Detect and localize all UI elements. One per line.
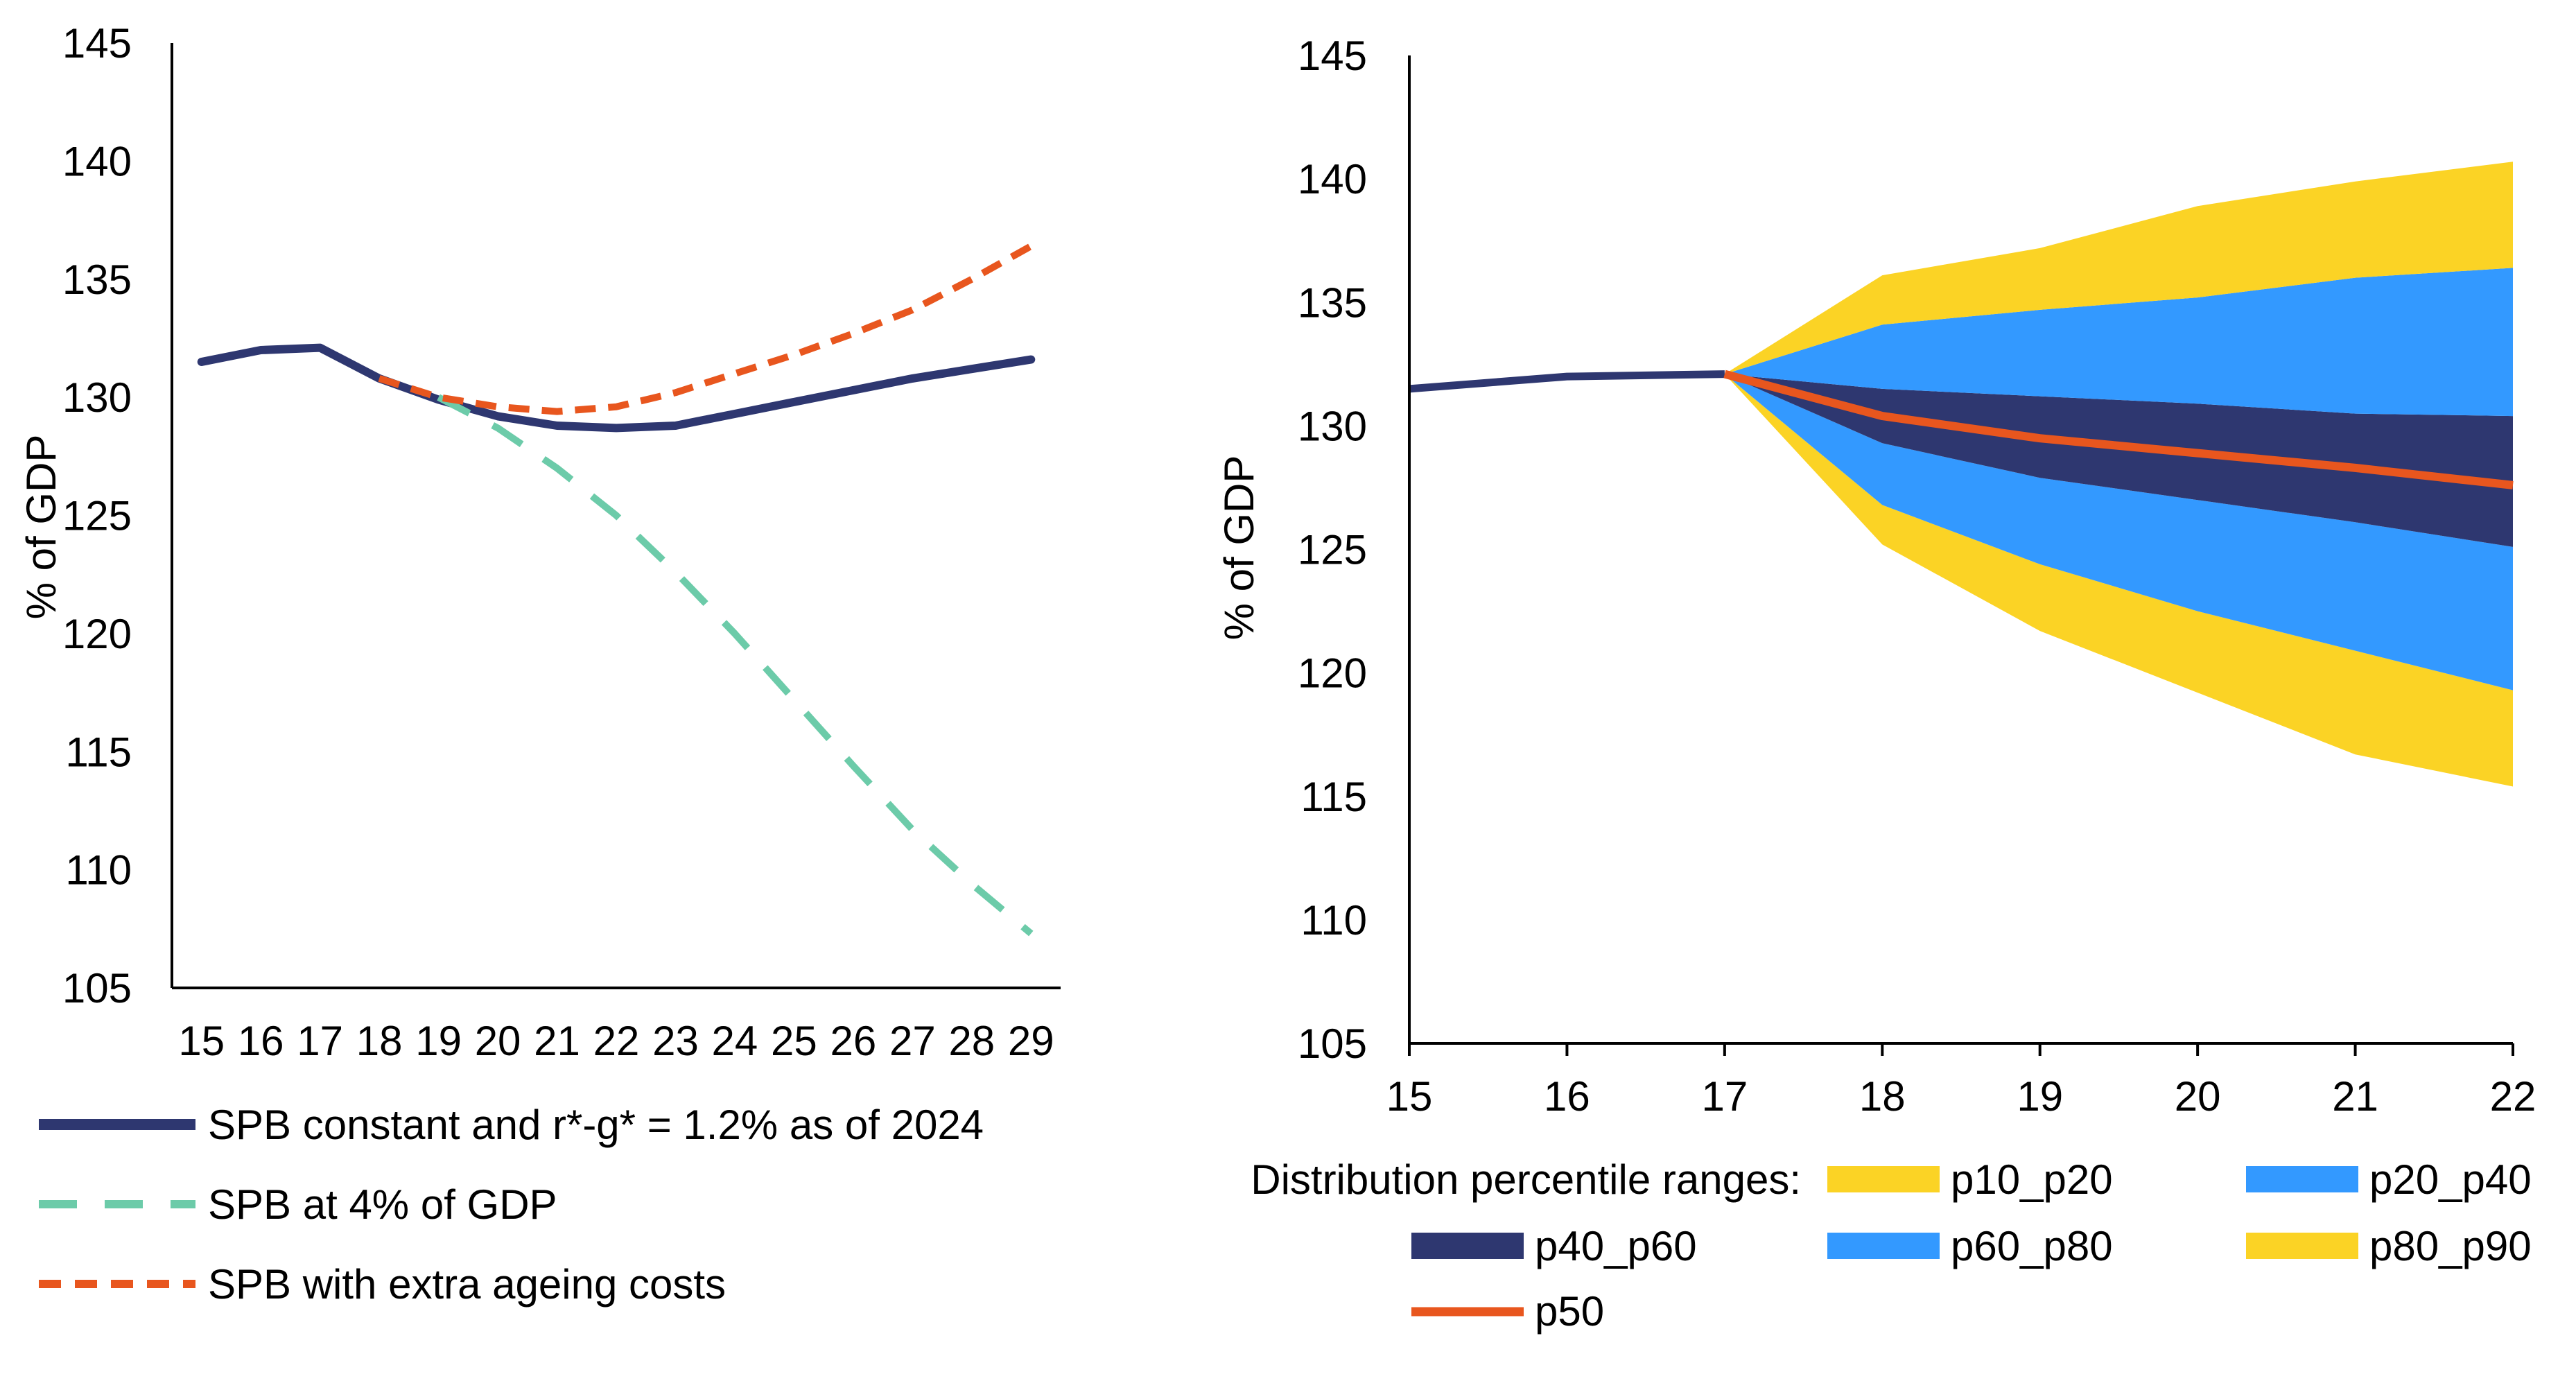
legend-label: p20_p40 — [2369, 1156, 2532, 1203]
right-y-tick-label: 145 — [1298, 33, 1367, 79]
right-y-ticks: 105 110 115 120 125 130 135 140 145 — [1298, 33, 1367, 1067]
left-x-tick-label: 19 — [415, 1018, 462, 1064]
series-line-navy — [197, 343, 1036, 433]
series-line-teal — [437, 394, 1034, 937]
right-y-tick-label: 120 — [1298, 650, 1367, 697]
legend-label: p60_p80 — [1951, 1223, 2113, 1269]
right-series-lines — [1409, 370, 2514, 489]
right-chart: 105 110 115 120 125 130 135 140 145 15 16 17 18 19 20… — [1216, 33, 2536, 1335]
legend-label: p40_p60 — [1535, 1223, 1697, 1269]
left-x-tick-label: 29 — [1008, 1018, 1054, 1064]
left-x-tick-label: 16 — [238, 1018, 284, 1064]
left-y-tick-label: 145 — [62, 20, 132, 67]
left-x-tick-label: 17 — [297, 1018, 343, 1064]
left-y-tick-label: 125 — [62, 493, 132, 539]
left-y-ticks: 105 110 115 120 125 130 135 140 145 — [62, 20, 132, 1011]
right-x-tick-label: 17 — [1701, 1073, 1748, 1120]
legend-swatch-p80_p90 — [2246, 1233, 2358, 1259]
left-y-tick-label: 120 — [62, 611, 132, 657]
left-x-tick-label: 18 — [356, 1018, 403, 1064]
legend-label: SPB with extra ageing costs — [208, 1261, 726, 1308]
right-x-tick-label: 20 — [2175, 1073, 2221, 1120]
band-p10_p20 — [1724, 374, 2513, 787]
left-legend: SPB constant and r*-g* = 1.2% as of 2024… — [39, 1102, 984, 1308]
right-x-tick-label: 15 — [1386, 1073, 1433, 1120]
left-y-axis-label: % of GDP — [18, 435, 64, 620]
right-x-tick-label: 18 — [1859, 1073, 1906, 1120]
right-y-tick-label: 135 — [1298, 279, 1367, 326]
left-x-tick-label: 27 — [889, 1018, 936, 1064]
right-x-tick-label: 19 — [2017, 1073, 2063, 1120]
band-p60_p80 — [1724, 268, 2513, 417]
right-x-ticks: 15 16 17 18 19 20 21 22 — [1386, 1043, 2536, 1120]
right-y-tick-label: 105 — [1298, 1020, 1367, 1067]
left-y-tick-label: 140 — [62, 138, 132, 184]
legend-label: p10_p20 — [1951, 1156, 2113, 1203]
right-y-tick-label: 115 — [1300, 774, 1367, 820]
legend-swatch-p60_p80 — [1827, 1233, 1940, 1259]
legend-label: SPB constant and r*-g* = 1.2% as of 2024 — [208, 1102, 984, 1148]
right-x-tick-label: 22 — [2490, 1073, 2536, 1120]
series-line-orange — [378, 243, 1033, 415]
history-line — [1409, 370, 1725, 393]
right-y-tick-label: 140 — [1298, 156, 1367, 202]
left-y-tick-label: 135 — [62, 257, 132, 303]
left-x-ticks: 15 16 17 18 19 20 21 22 23 24 25 26 27 28 29 — [178, 1018, 1054, 1064]
left-x-tick-label: 22 — [593, 1018, 640, 1064]
left-x-tick-label: 15 — [178, 1018, 225, 1064]
left-series-lines — [197, 243, 1036, 937]
right-y-tick-label: 110 — [1300, 897, 1367, 944]
left-x-tick-label: 24 — [712, 1018, 758, 1064]
right-fan-bands — [1724, 162, 2513, 787]
left-y-tick-label: 130 — [62, 374, 132, 421]
legend-label: p50 — [1535, 1288, 1604, 1335]
left-chart: 105 110 115 120 125 130 135 140 145 15 16 17 18 19 20… — [18, 20, 1061, 1308]
right-x-tick-label: 16 — [1544, 1073, 1590, 1120]
legend-label: SPB at 4% of GDP — [208, 1181, 557, 1228]
band-p80_p90 — [1724, 162, 2513, 374]
left-x-tick-label: 28 — [948, 1018, 995, 1064]
median-line-p50 — [1723, 370, 2514, 489]
left-y-tick-label: 105 — [62, 965, 132, 1011]
right-legend: p10_p20 p20_p40 p40_p60 p60_p80 p80_p90 p50 — [1411, 1156, 2532, 1335]
left-y-tick-label: 115 — [65, 729, 132, 775]
band-p20_p40 — [1724, 374, 2513, 690]
band-p40_p60 — [1724, 374, 2513, 547]
left-x-tick-label: 23 — [652, 1018, 699, 1064]
left-x-tick-label: 25 — [771, 1018, 817, 1064]
right-y-axis-label: % of GDP — [1216, 455, 1262, 641]
legend-swatch-p20_p40 — [2246, 1166, 2358, 1192]
left-x-tick-label: 20 — [475, 1018, 521, 1064]
left-y-tick-label: 110 — [65, 847, 132, 894]
legend-label: p80_p90 — [2369, 1223, 2532, 1269]
right-y-tick-label: 130 — [1298, 403, 1367, 449]
left-x-tick-label: 21 — [534, 1018, 580, 1064]
right-y-tick-label: 125 — [1298, 527, 1367, 573]
legend-swatch-p40_p60 — [1411, 1233, 1524, 1259]
left-x-tick-label: 26 — [830, 1018, 876, 1064]
right-x-tick-label: 21 — [2332, 1073, 2378, 1120]
right-legend-title: Distribution percentile ranges: — [1251, 1156, 1801, 1203]
legend-swatch-p10_p20 — [1827, 1166, 1940, 1192]
